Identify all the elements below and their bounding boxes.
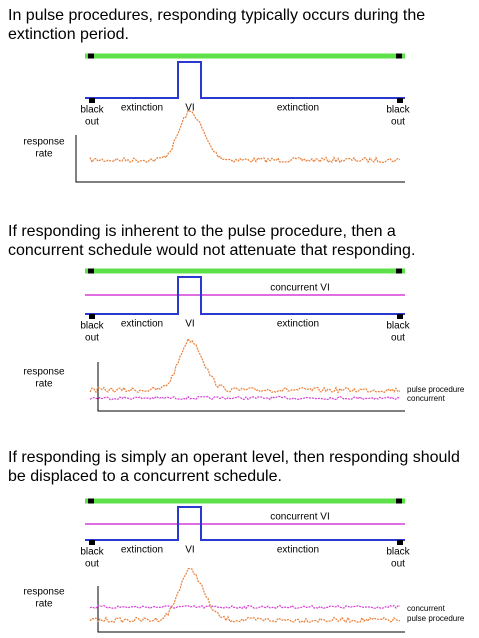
blackout-mark — [89, 98, 95, 103]
extinction-label: extinction — [121, 103, 163, 114]
extinction-label: extinction — [277, 103, 319, 114]
blackout-label: black — [80, 321, 104, 332]
bar-end — [88, 268, 94, 274]
blackout-mark — [397, 98, 403, 103]
legend-pulse: pulse procedure — [407, 614, 465, 623]
caption: In pulse procedures, responding typicall… — [8, 7, 425, 24]
bar-end — [396, 53, 402, 59]
blackout-mark — [89, 314, 95, 319]
bar-end — [88, 498, 94, 504]
pulse-response — [89, 109, 401, 164]
pulse-response — [89, 337, 401, 394]
extinction-label: extinction — [121, 319, 163, 330]
blackout-label: out — [391, 117, 405, 128]
y-label: rate — [35, 149, 53, 160]
blackout-label: black — [386, 547, 410, 558]
bar-end — [396, 268, 402, 274]
pulse-response — [89, 567, 401, 624]
caption: be displaced to a concurrent schedule. — [8, 468, 282, 485]
extinction-label: extinction — [277, 545, 319, 556]
y-label: rate — [35, 379, 53, 390]
y-label: response — [23, 367, 65, 378]
blackout-mark — [89, 540, 95, 545]
blackout-label: black — [386, 105, 410, 116]
blackout-label: out — [85, 333, 99, 344]
caption: If responding is inherent to the pulse p… — [8, 223, 396, 240]
concurrent-response — [89, 604, 401, 610]
blackout-mark — [397, 540, 403, 545]
concurrent-label: concurrent VI — [270, 512, 329, 523]
y-label: response — [23, 137, 65, 148]
vi-label: VI — [185, 103, 194, 114]
blackout-label: black — [80, 547, 104, 558]
caption: concurrent schedule would not attenuate … — [8, 242, 415, 259]
caption: If responding is simply an operant level… — [8, 449, 460, 466]
legend-pulse: pulse procedure — [407, 385, 465, 394]
blackout-mark — [397, 314, 403, 319]
vi-label: VI — [185, 319, 194, 330]
caption: extinction period. — [8, 26, 129, 43]
blackout-label: black — [386, 321, 410, 332]
extinction-label: extinction — [277, 319, 319, 330]
axes — [97, 586, 405, 633]
y-label: response — [23, 587, 65, 598]
blackout-label: out — [85, 117, 99, 128]
blackout-label: out — [85, 559, 99, 570]
legend-concurrent: concurrent — [407, 394, 446, 403]
schedule-line — [85, 506, 405, 541]
schedule-line — [85, 276, 405, 315]
vi-label: VI — [185, 545, 194, 556]
blackout-label: black — [80, 105, 104, 116]
schedule-line — [85, 61, 405, 99]
extinction-label: extinction — [121, 545, 163, 556]
axes — [75, 135, 405, 183]
bar-end — [396, 498, 402, 504]
blackout-label: out — [391, 559, 405, 570]
concurrent-response — [89, 395, 401, 401]
concurrent-label: concurrent VI — [270, 283, 329, 294]
blackout-label: out — [391, 333, 405, 344]
bar-end — [88, 53, 94, 59]
legend-concurrent: concurrent — [407, 604, 446, 613]
axes — [97, 362, 405, 412]
y-label: rate — [35, 599, 53, 610]
